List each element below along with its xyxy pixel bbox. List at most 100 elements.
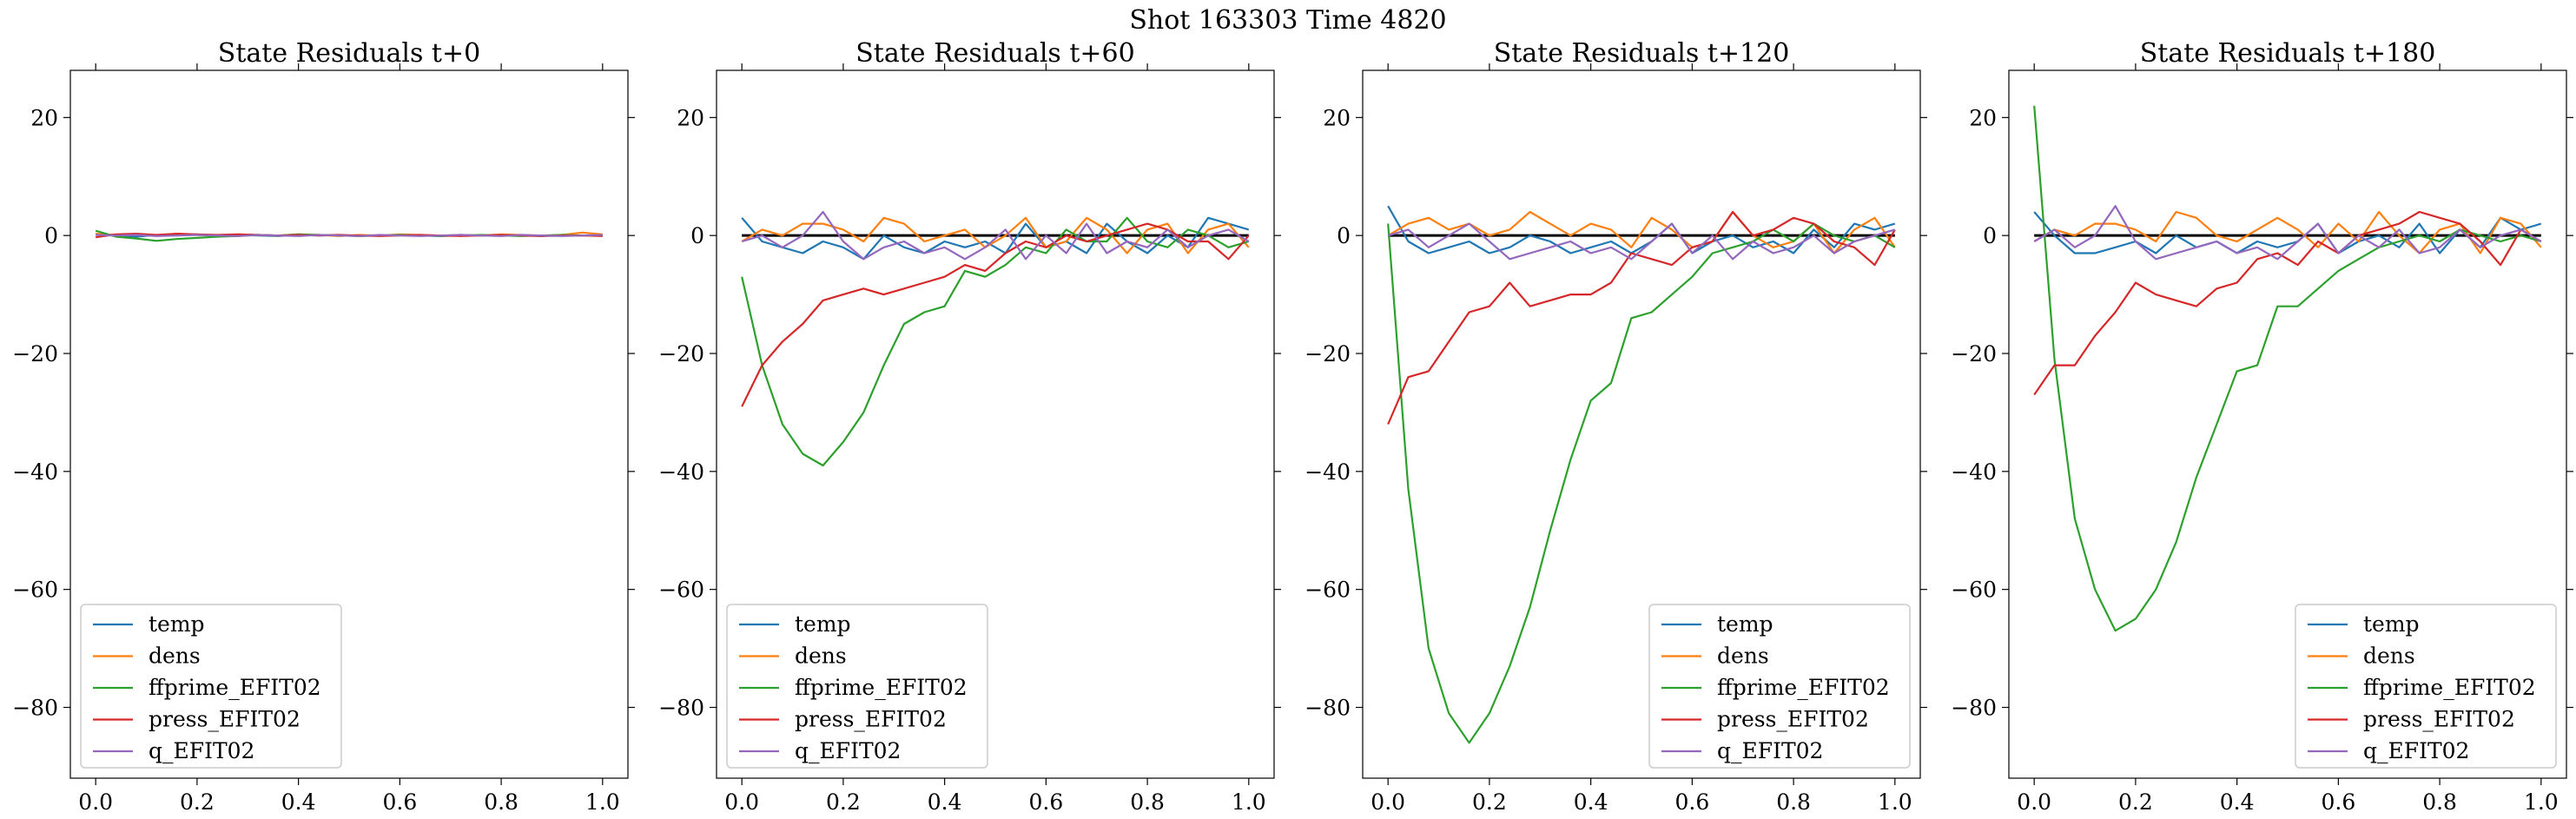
x-tick-label: 1.0 xyxy=(585,789,620,815)
subplot-title: State Residuals t+0 xyxy=(218,38,480,69)
legend-label: q_EFIT02 xyxy=(2363,738,2469,763)
x-tick-label: 1.0 xyxy=(1878,789,1912,815)
subplot-title: State Residuals t+180 xyxy=(2140,38,2436,69)
y-tick-label: −20 xyxy=(1951,341,1997,367)
y-tick-label: 0 xyxy=(1337,223,1351,248)
subplot-title: State Residuals t+120 xyxy=(1494,38,1790,69)
legend-box xyxy=(726,604,988,769)
y-tick-label: −40 xyxy=(658,459,704,485)
series-line-temp xyxy=(741,216,1250,261)
legend-box xyxy=(80,604,342,769)
subplot-1: State Residuals t+0 0.0 0.2 0.4 0.6 0.8 1.0 20 0… xyxy=(12,38,635,815)
legend-label: press_EFIT02 xyxy=(149,707,301,732)
panels-container: State Residuals t+0 0.0 0.2 0.4 0.6 0.8 1.0 20 0… xyxy=(12,38,2573,815)
series-line-press-efit02 xyxy=(2033,210,2542,396)
legend-label: temp xyxy=(149,611,205,637)
x-tick-label: 0.6 xyxy=(382,789,417,815)
y-tick-label: −80 xyxy=(658,696,704,721)
x-tick-label: 0.6 xyxy=(1674,789,1709,815)
legend: temp dens ffprime_EFIT02 press_EFIT02 q_EFIT… xyxy=(80,604,342,769)
y-tick-label: −80 xyxy=(12,696,58,721)
series-line-press-efit02 xyxy=(741,222,1250,407)
legend-label: ffprime_EFIT02 xyxy=(149,675,321,700)
legend-label: press_EFIT02 xyxy=(2363,707,2515,732)
x-tick-label: 0.4 xyxy=(1574,789,1608,815)
legend-label: dens xyxy=(2363,644,2415,669)
series-line-q-efit02 xyxy=(2033,205,2542,261)
legend-label: dens xyxy=(1717,644,1769,669)
series-line-temp xyxy=(1387,205,1896,254)
x-tick-label: 0.0 xyxy=(1371,789,1405,815)
legend-label: dens xyxy=(149,644,201,669)
y-tick-label: −60 xyxy=(658,578,704,603)
x-tick-label: 0.8 xyxy=(1776,789,1811,815)
y-tick-label: 0 xyxy=(44,223,58,248)
y-tick-label: −20 xyxy=(658,341,704,367)
legend-box xyxy=(2295,604,2557,769)
legend-label: ffprime_EFIT02 xyxy=(2363,675,2536,700)
series-line-dens xyxy=(741,216,1250,254)
legend-label: q_EFIT02 xyxy=(795,738,901,763)
legend-label: dens xyxy=(795,644,847,669)
x-tick-label: 0.6 xyxy=(1028,789,1063,815)
y-tick-label: 20 xyxy=(30,105,58,130)
y-tick-label: −80 xyxy=(1951,696,1997,721)
legend-box xyxy=(1648,604,1911,769)
x-tick-label: 0.2 xyxy=(1472,789,1507,815)
legend-label: q_EFIT02 xyxy=(149,738,254,763)
x-tick-label: 0.8 xyxy=(2422,789,2457,815)
x-tick-label: 0.2 xyxy=(826,789,861,815)
y-tick-label: 20 xyxy=(677,105,704,130)
legend-label: ffprime_EFIT02 xyxy=(795,675,968,700)
legend: temp dens ffprime_EFIT02 press_EFIT02 q_EFIT… xyxy=(2295,604,2557,769)
y-tick-label: −20 xyxy=(1305,341,1351,367)
legend-label: press_EFIT02 xyxy=(1717,707,1869,732)
axes-frame xyxy=(69,69,629,779)
x-tick-label: 0.4 xyxy=(928,789,962,815)
series-line-ffprime-efit02 xyxy=(1387,222,1896,744)
y-tick-label: 0 xyxy=(1983,223,1997,248)
subplot-2: State Residuals t+60 0.0 0.2 0.4 0.6 0.8 1.0 20… xyxy=(658,38,1281,815)
y-tick-label: −40 xyxy=(1951,459,1997,485)
x-tick-label: 0.2 xyxy=(180,789,215,815)
y-tick-label: 0 xyxy=(690,223,704,248)
legend-label: ffprime_EFIT02 xyxy=(1717,675,1890,700)
x-tick-label: 0.0 xyxy=(78,789,113,815)
legend-label: temp xyxy=(1717,611,1773,637)
y-tick-label: −60 xyxy=(1305,578,1351,603)
series-line-q-efit02 xyxy=(96,234,603,237)
series-line-ffprime-efit02 xyxy=(741,216,1250,467)
legend-label: temp xyxy=(795,611,851,637)
y-tick-label: 20 xyxy=(1969,105,1997,130)
x-tick-label: 0.8 xyxy=(1130,789,1165,815)
x-tick-label: 0.4 xyxy=(2220,789,2255,815)
x-tick-label: 0.0 xyxy=(724,789,759,815)
subplot-title: State Residuals t+60 xyxy=(855,38,1134,69)
y-tick-label: −40 xyxy=(1305,459,1351,485)
figure-suptitle: Shot 163303 Time 4820 xyxy=(1129,5,1446,36)
y-tick-label: −80 xyxy=(1305,696,1351,721)
subplot-3: State Residuals t+120 0.0 0.2 0.4 0.6 0.8 1.0 2… xyxy=(1305,38,1927,815)
series-line-q-efit02 xyxy=(1387,222,1896,261)
series-line-press-efit02 xyxy=(1387,210,1896,425)
x-tick-label: 0.2 xyxy=(2118,789,2153,815)
legend: temp dens ffprime_EFIT02 press_EFIT02 q_EFIT… xyxy=(726,604,988,769)
x-tick-label: 1.0 xyxy=(1232,789,1266,815)
legend: temp dens ffprime_EFIT02 press_EFIT02 q_EFIT… xyxy=(1648,604,1911,769)
y-tick-label: −40 xyxy=(12,459,58,485)
series-line-dens xyxy=(2033,210,2542,254)
legend-label: temp xyxy=(2363,611,2420,637)
y-tick-label: 20 xyxy=(1323,105,1351,130)
x-tick-label: 0.8 xyxy=(484,789,519,815)
legend-label: press_EFIT02 xyxy=(795,707,947,732)
subplot-4: State Residuals t+180 0.0 0.2 0.4 0.6 0.8 1.0 2… xyxy=(1951,38,2573,815)
x-tick-label: 0.6 xyxy=(2321,789,2355,815)
series-line-q-efit02 xyxy=(741,210,1250,261)
x-tick-label: 0.0 xyxy=(2017,789,2051,815)
x-tick-label: 1.0 xyxy=(2524,789,2559,815)
series-line-ffprime-efit02 xyxy=(2033,105,2542,632)
y-tick-label: −60 xyxy=(1951,578,1997,603)
y-tick-label: −60 xyxy=(12,578,58,603)
y-tick-label: −20 xyxy=(12,341,58,367)
